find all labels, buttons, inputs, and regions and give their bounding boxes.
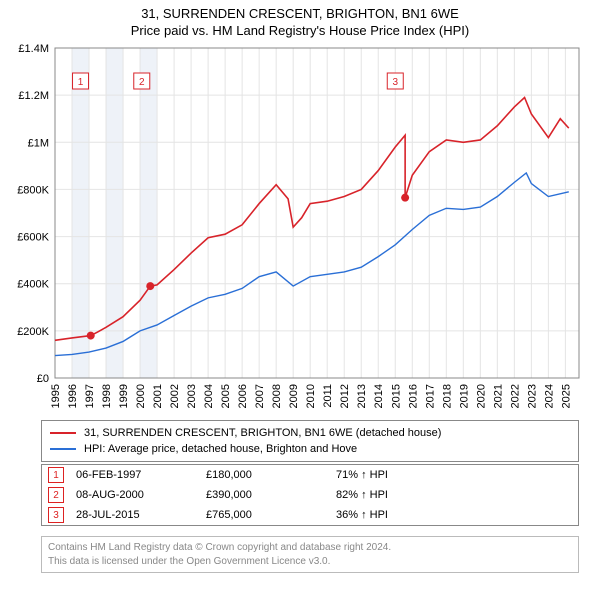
transaction-price: £765,000 (206, 509, 336, 521)
x-axis-label: 2020 (475, 384, 487, 408)
x-axis-label: 2003 (186, 384, 198, 408)
x-axis-label: 1995 (50, 384, 62, 408)
transaction-price: £180,000 (206, 469, 336, 481)
x-axis-label: 2001 (152, 384, 164, 408)
legend-row: HPI: Average price, detached house, Brig… (50, 441, 570, 457)
x-axis-label: 2002 (169, 384, 181, 408)
transaction-number-badge: 2 (48, 487, 64, 503)
x-axis-label: 2025 (560, 384, 572, 408)
legend-swatch (50, 448, 76, 450)
legend-label: HPI: Average price, detached house, Brig… (84, 443, 357, 455)
legend-row: 31, SURRENDEN CRESCENT, BRIGHTON, BN1 6W… (50, 425, 570, 441)
x-axis-label: 2014 (373, 384, 385, 408)
legend: 31, SURRENDEN CRESCENT, BRIGHTON, BN1 6W… (41, 420, 579, 462)
y-axis-label: £1.2M (18, 90, 49, 102)
x-axis-label: 2009 (288, 384, 300, 408)
y-axis-label: £800K (17, 184, 49, 196)
svg-text:2: 2 (139, 77, 145, 88)
x-axis-label: 2010 (305, 384, 317, 408)
x-axis-label: 2007 (254, 384, 266, 408)
x-axis-label: 2016 (407, 384, 419, 408)
x-axis-label: 2024 (543, 384, 555, 408)
transaction-date: 08-AUG-2000 (76, 489, 206, 501)
transactions-table: 1 06-FEB-1997£180,00071% ↑ HPI 2 08-AUG-200… (41, 464, 579, 526)
legend-label: 31, SURRENDEN CRESCENT, BRIGHTON, BN1 6W… (84, 427, 441, 439)
price-chart: £0 £200K £400K £600K £800K £1M £1.2M £1.4M 1995 1… (0, 0, 600, 410)
y-axis-label: £1M (28, 137, 49, 149)
attribution-line-2: This data is licensed under the Open Gov… (48, 555, 572, 569)
transaction-row: 3 28-JUL-2015£765,00036% ↑ HPI (42, 505, 578, 525)
y-axis-label: £600K (17, 232, 49, 244)
attribution-line-1: Contains HM Land Registry data © Crown c… (48, 541, 572, 555)
x-axis-label: 2019 (458, 384, 470, 408)
x-axis-label: 1997 (84, 384, 96, 408)
x-axis-label: 2017 (424, 384, 436, 408)
attribution-text: Contains HM Land Registry data © Crown c… (41, 536, 579, 573)
transaction-number-badge: 1 (48, 467, 64, 483)
transaction-vs-hpi: 82% ↑ HPI (336, 489, 456, 501)
transaction-vs-hpi: 71% ↑ HPI (336, 469, 456, 481)
y-axis-label: £1.4M (18, 43, 49, 55)
sale-marker-1: 1 (73, 73, 89, 89)
x-axis-label: 2000 (135, 384, 147, 408)
x-axis-label: 2015 (390, 384, 402, 408)
transaction-row: 2 08-AUG-2000£390,00082% ↑ HPI (42, 485, 578, 505)
sale-marker-3: 3 (387, 73, 403, 89)
x-axis-label: 2005 (220, 384, 232, 408)
x-axis-label: 2008 (271, 384, 283, 408)
x-axis-label: 1998 (101, 384, 113, 408)
transaction-number-badge: 3 (48, 507, 64, 523)
transaction-date: 06-FEB-1997 (76, 469, 206, 481)
x-axis-label: 2022 (509, 384, 521, 408)
x-axis-label: 2023 (526, 384, 538, 408)
transaction-vs-hpi: 36% ↑ HPI (336, 509, 456, 521)
y-axis-label: £400K (17, 279, 49, 291)
transaction-date: 28-JUL-2015 (76, 509, 206, 521)
svg-text:1: 1 (78, 77, 84, 88)
svg-text:3: 3 (392, 77, 398, 88)
x-axis-label: 2004 (203, 384, 215, 408)
sale-marker-2: 2 (134, 73, 150, 89)
transaction-price: £390,000 (206, 489, 336, 501)
transaction-row: 1 06-FEB-1997£180,00071% ↑ HPI (42, 465, 578, 485)
y-axis-label: £200K (17, 326, 49, 338)
x-axis-label: 2006 (237, 384, 249, 408)
x-axis-label: 2011 (322, 384, 334, 408)
x-axis-label: 2018 (441, 384, 453, 408)
x-axis-label: 2013 (356, 384, 368, 408)
x-axis-label: 2021 (492, 384, 504, 408)
x-axis-label: 1996 (67, 384, 79, 408)
legend-swatch (50, 432, 76, 434)
y-axis-label: £0 (37, 373, 49, 385)
x-axis-label: 1999 (118, 384, 130, 408)
x-axis-label: 2012 (339, 384, 351, 408)
